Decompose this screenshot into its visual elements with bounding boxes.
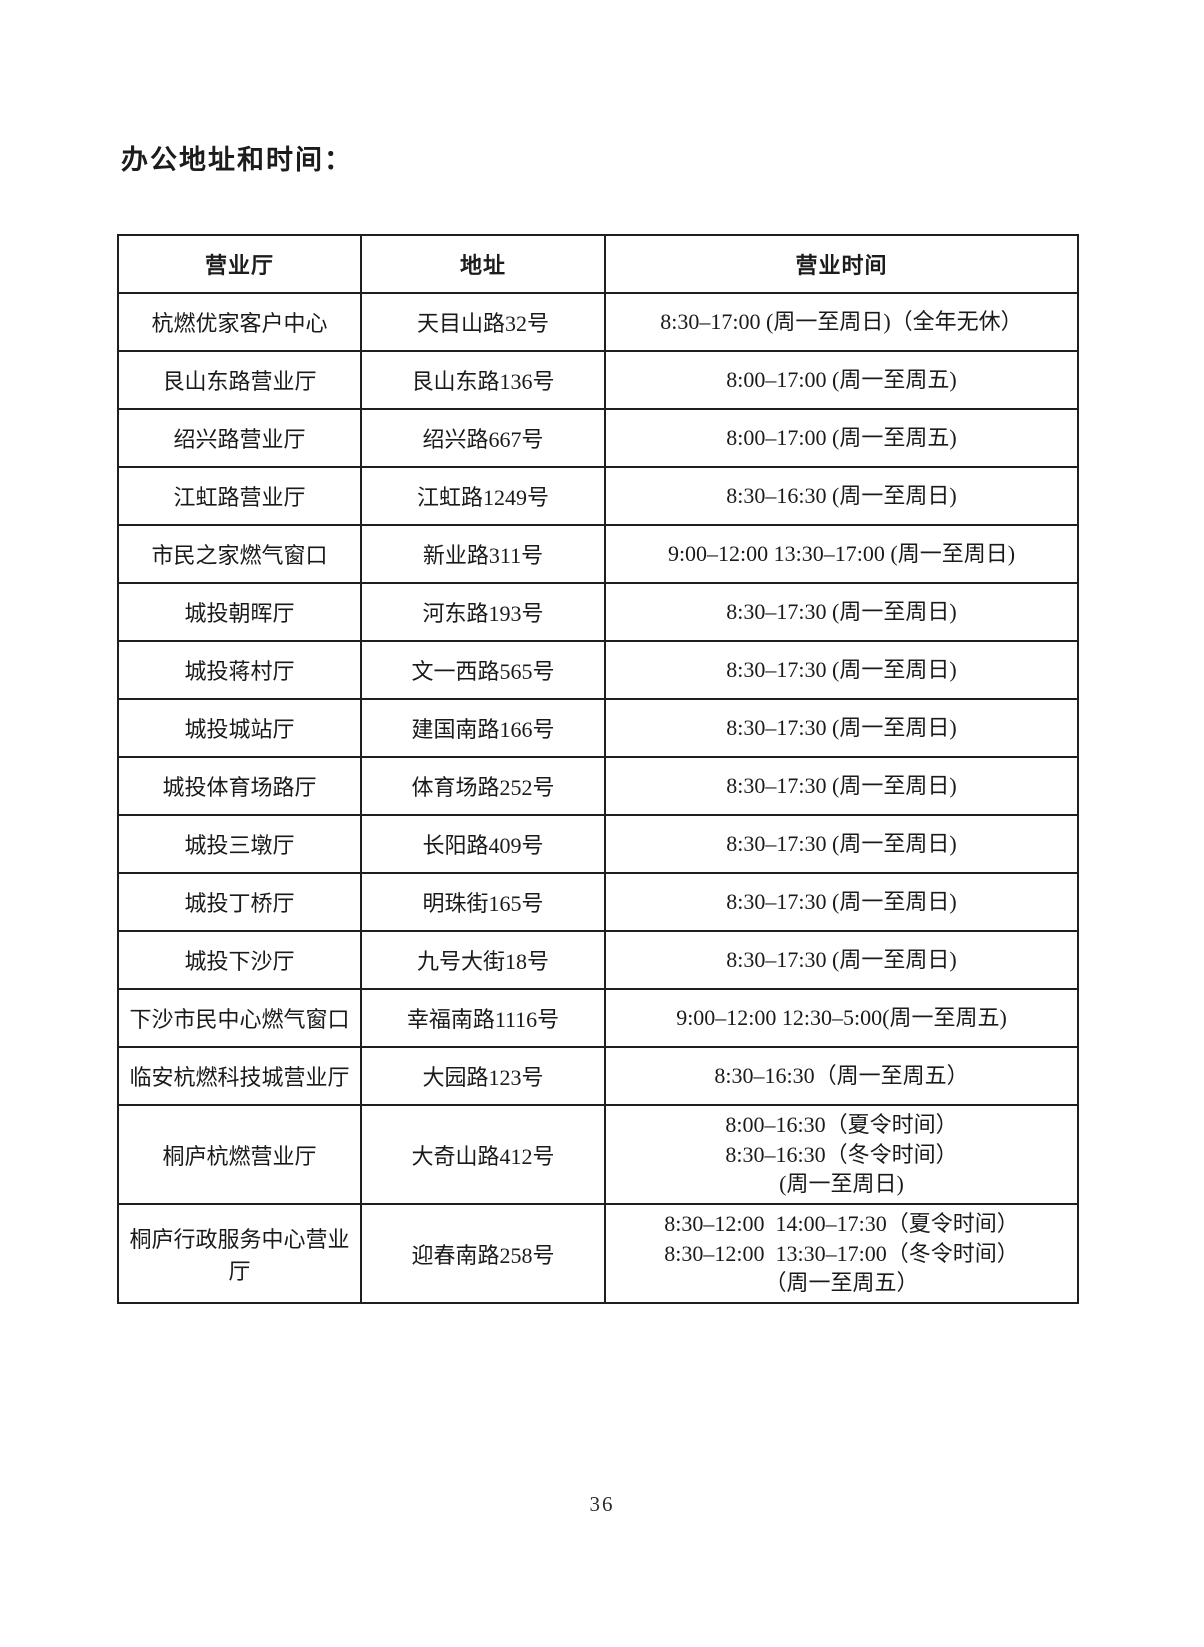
- address-cell: 体育场路252号: [360, 756, 606, 816]
- table-row: 杭燃优家客户中心 天目山路32号 8:30–17:00 (周一至周日)（全年无休）: [117, 292, 1079, 352]
- page-number: 36: [589, 1492, 615, 1516]
- table-row: 绍兴路营业厅 绍兴路667号 8:00–17:00 (周一至周五): [117, 408, 1079, 468]
- hours-line: 8:30–16:30（冬令时间）: [725, 1141, 958, 1167]
- table-row: 城投丁桥厅 明珠街165号 8:30–17:30 (周一至周日): [117, 872, 1079, 932]
- address-cell: 绍兴路667号: [360, 408, 606, 468]
- hours-cell: 8:30–17:30 (周一至周日): [604, 930, 1079, 990]
- hall-cell: 城投城站厅: [117, 698, 362, 758]
- address-cell: 建国南路166号: [360, 698, 606, 758]
- table-row: 城投朝晖厅 河东路193号 8:30–17:30 (周一至周日): [117, 582, 1079, 642]
- table-row: 城投城站厅 建国南路166号 8:30–17:30 (周一至周日): [117, 698, 1079, 758]
- hall-cell: 城投蒋村厅: [117, 640, 362, 700]
- hours-cell: 8:00–16:30（夏令时间） 8:30–16:30（冬令时间） (周一至周日): [604, 1103, 1079, 1206]
- hours-cell: 8:30–17:30 (周一至周日): [604, 756, 1079, 816]
- table-row: 艮山东路营业厅 艮山东路136号 8:00–17:00 (周一至周五): [117, 350, 1079, 410]
- hours-cell: 8:30–17:30 (周一至周日): [604, 640, 1079, 700]
- hours-cell: 8:30–16:30 (周一至周日): [604, 466, 1079, 526]
- hours-line: （周一至周五）: [764, 1270, 919, 1296]
- address-cell: 九号大街18号: [360, 930, 606, 990]
- hall-cell: 城投丁桥厅: [117, 872, 362, 932]
- hours-line: 8:30–12:00 14:00–17:30（夏令时间）: [664, 1211, 1019, 1237]
- address-cell: 河东路193号: [360, 582, 606, 642]
- hall-cell: 市民之家燃气窗口: [117, 524, 362, 584]
- table-header: 营业厅 地址 营业时间: [117, 234, 1079, 294]
- hours-line: 8:30–17:30 (周一至周日): [726, 773, 957, 799]
- hours-cell: 8:30–12:00 14:00–17:30（夏令时间） 8:30–12:00 1…: [604, 1203, 1079, 1305]
- hall-cell: 艮山东路营业厅: [117, 350, 362, 410]
- hours-cell: 8:30–17:30 (周一至周日): [604, 582, 1079, 642]
- hours-line: 8:30–17:30 (周一至周日): [726, 831, 957, 857]
- hours-line: (周一至周日): [779, 1171, 904, 1197]
- address-cell: 明珠街165号: [360, 872, 606, 932]
- table-row: 城投三墩厅 长阳路409号 8:30–17:30 (周一至周日): [117, 814, 1079, 874]
- address-cell: 新业路311号: [360, 524, 606, 584]
- hours-line: 8:00–17:00 (周一至周五): [726, 367, 957, 393]
- hours-cell: 9:00–12:00 12:30–5:00(周一至周五): [604, 988, 1079, 1048]
- hours-cell: 9:00–12:00 13:30–17:00 (周一至周日): [604, 524, 1079, 584]
- hours-cell: 8:30–16:30（周一至周五）: [604, 1046, 1079, 1106]
- table-row: 下沙市民中心燃气窗口 幸福南路1116号 9:00–12:00 12:30–5:00…: [117, 988, 1079, 1048]
- hall-cell: 城投下沙厅: [117, 930, 362, 990]
- hall-cell: 绍兴路营业厅: [117, 408, 362, 468]
- table-row: 城投下沙厅 九号大街18号 8:30–17:30 (周一至周日): [117, 930, 1079, 990]
- hall-cell: 桐庐行政服务中心营业厅: [117, 1203, 362, 1305]
- hours-line: 9:00–12:00 13:30–17:00 (周一至周日): [667, 541, 1016, 567]
- hours-line: 8:30–17:30 (周一至周日): [726, 947, 957, 973]
- table-row: 市民之家燃气窗口 新业路311号 9:00–12:00 13:30–17:00 (周…: [117, 524, 1079, 584]
- hours-line: 8:30–16:30 (周一至周日): [726, 483, 957, 509]
- hours-cell: 8:30–17:30 (周一至周日): [604, 698, 1079, 758]
- table-header-row: 营业厅 地址 营业时间: [117, 234, 1079, 294]
- hall-cell: 下沙市民中心燃气窗口: [117, 988, 362, 1048]
- hall-cell: 城投朝晖厅: [117, 582, 362, 642]
- column-header-address: 地址: [360, 234, 606, 294]
- address-cell: 大奇山路412号: [360, 1103, 606, 1206]
- hours-line: 8:30–17:30 (周一至周日): [726, 715, 957, 741]
- hours-cell: 8:00–17:00 (周一至周五): [604, 350, 1079, 410]
- hours-line: 9:00–12:00 12:30–5:00(周一至周五): [676, 1005, 1007, 1031]
- address-cell: 长阳路409号: [360, 814, 606, 874]
- hall-cell: 杭燃优家客户中心: [117, 292, 362, 352]
- address-cell: 天目山路32号: [360, 292, 606, 352]
- hours-line: 8:30–17:30 (周一至周日): [726, 657, 957, 683]
- address-cell: 大园路123号: [360, 1046, 606, 1106]
- page-title: 办公地址和时间：: [121, 145, 353, 175]
- hall-cell: 临安杭燃科技城营业厅: [117, 1046, 362, 1106]
- column-header-hours: 营业时间: [604, 234, 1079, 294]
- table-row: 桐庐行政服务中心营业厅 迎春南路258号 8:30–12:00 14:00–17:3…: [117, 1203, 1079, 1305]
- address-cell: 艮山东路136号: [360, 350, 606, 410]
- hours-cell: 8:30–17:30 (周一至周日): [604, 814, 1079, 874]
- address-cell: 文一西路565号: [360, 640, 606, 700]
- hours-line: 8:30–12:00 13:30–17:00（冬令时间）: [664, 1240, 1019, 1266]
- hall-cell: 桐庐杭燃营业厅: [117, 1103, 362, 1206]
- table-row: 江虹路营业厅 江虹路1249号 8:30–16:30 (周一至周日): [117, 466, 1079, 526]
- table-row: 城投体育场路厅 体育场路252号 8:30–17:30 (周一至周日): [117, 756, 1079, 816]
- hours-line: 8:00–16:30（夏令时间）: [725, 1112, 958, 1137]
- hours-cell: 8:30–17:00 (周一至周日)（全年无休）: [604, 292, 1079, 352]
- hours-line: 8:30–17:30 (周一至周日): [726, 599, 957, 625]
- hours-line: 8:30–16:30（周一至周五）: [714, 1063, 969, 1089]
- office-hours-table: 营业厅 地址 营业时间 杭燃优家客户中心 天目山路32号 8:30–17:00 (周…: [117, 234, 1079, 1305]
- hours-line: 8:30–17:00 (周一至周日)（全年无休）: [660, 309, 1023, 335]
- table-row: 城投蒋村厅 文一西路565号 8:30–17:30 (周一至周日): [117, 640, 1079, 700]
- address-cell: 江虹路1249号: [360, 466, 606, 526]
- hours-line: 8:30–17:30 (周一至周日): [726, 889, 957, 915]
- table-body: 杭燃优家客户中心 天目山路32号 8:30–17:00 (周一至周日)（全年无休） 艮…: [117, 292, 1079, 1305]
- hall-cell: 城投三墩厅: [117, 814, 362, 874]
- hall-cell: 江虹路营业厅: [117, 466, 362, 526]
- table-row: 临安杭燃科技城营业厅 大园路123号 8:30–16:30（周一至周五）: [117, 1046, 1079, 1106]
- column-header-hall: 营业厅: [117, 234, 362, 294]
- hours-cell: 8:00–17:00 (周一至周五): [604, 408, 1079, 468]
- hall-cell: 城投体育场路厅: [117, 756, 362, 816]
- table-row: 桐庐杭燃营业厅 大奇山路412号 8:00–16:30（夏令时间） 8:30–16:3…: [117, 1103, 1079, 1206]
- hours-cell: 8:30–17:30 (周一至周日): [604, 872, 1079, 932]
- address-cell: 幸福南路1116号: [360, 988, 606, 1048]
- address-cell: 迎春南路258号: [360, 1203, 606, 1305]
- hours-line: 8:00–17:00 (周一至周五): [726, 425, 957, 451]
